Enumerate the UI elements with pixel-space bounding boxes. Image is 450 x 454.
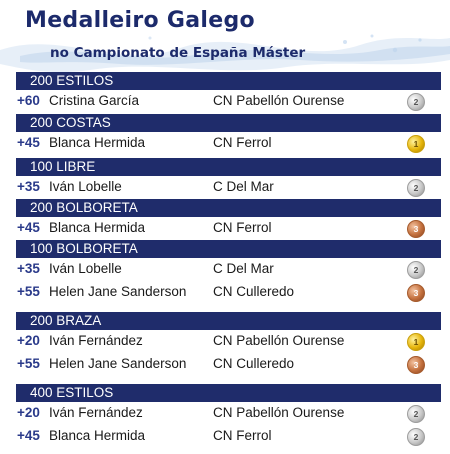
club-name: CN Ferrol <box>213 135 272 150</box>
result-row: +60 Cristina García CN Pabellón Ourense 2 <box>16 90 441 113</box>
result-row: +35 Iván Lobelle C Del Mar 2 <box>16 258 441 281</box>
swimmer-name: Iván Lobelle <box>49 261 122 276</box>
result-row: +55 Helen Jane Sanderson CN Culleredo 3 <box>16 353 441 376</box>
results-list: 200 ESTILOS +60 Cristina García CN Pabellón… <box>16 72 441 448</box>
event-header: 200 COSTAS <box>16 114 441 132</box>
event-section: 200 BRAZA +20 Iván Fernández CN Pabellón Ou… <box>16 312 441 376</box>
club-name: CN Pabellón Ourense <box>213 405 345 420</box>
event-section: 400 ESTILOS +20 Iván Fernández CN Pabellón … <box>16 384 441 448</box>
swimmer-name: Iván Fernández <box>49 333 143 348</box>
swimmer-name: Helen Jane Sanderson <box>49 284 187 299</box>
swimmer-name: Iván Fernández <box>49 405 143 420</box>
club-name: C Del Mar <box>213 261 274 276</box>
gold-medal-icon: 1 <box>407 135 425 153</box>
result-row: +45 Blanca Hermida CN Ferrol 2 <box>16 425 441 448</box>
event-section: 100 BOLBORETA +35 Iván Lobelle C Del Mar 2 +5… <box>16 240 441 304</box>
category-label: +45 <box>17 135 40 150</box>
club-name: CN Ferrol <box>213 428 272 443</box>
result-row: +20 Iván Fernández CN Pabellón Ourense 1 <box>16 330 441 353</box>
category-label: +55 <box>17 284 40 299</box>
page-subtitle: no Campionato de España Máster <box>50 45 306 61</box>
result-row: +55 Helen Jane Sanderson CN Culleredo 3 <box>16 281 441 304</box>
swimmer-name: Blanca Hermida <box>49 135 146 150</box>
bronze-medal-icon: 3 <box>407 356 425 374</box>
category-label: +20 <box>17 405 40 420</box>
page-title: Medalleiro Galego <box>25 8 255 33</box>
club-name: CN Culleredo <box>213 284 295 299</box>
silver-medal-icon: 2 <box>407 261 425 279</box>
result-row: +35 Iván Lobelle C Del Mar 2 <box>16 176 441 199</box>
result-row: +20 Iván Fernández CN Pabellón Ourense 2 <box>16 402 441 425</box>
silver-medal-icon: 2 <box>407 179 425 197</box>
event-header: 100 BOLBORETA <box>16 240 441 258</box>
swimmer-name: Blanca Hermida <box>49 220 146 235</box>
bronze-medal-icon: 3 <box>407 220 425 238</box>
silver-medal-icon: 2 <box>407 93 425 111</box>
silver-medal-icon: 2 <box>407 428 425 446</box>
event-header: 100 LIBRE <box>16 158 441 176</box>
club-name: C Del Mar <box>213 179 274 194</box>
swimmer-name: Blanca Hermida <box>49 428 146 443</box>
club-name: CN Culleredo <box>213 356 295 371</box>
event-section: 100 LIBRE +35 Iván Lobelle C Del Mar 2 <box>16 158 441 199</box>
category-label: +45 <box>17 220 40 235</box>
silver-medal-icon: 2 <box>407 405 425 423</box>
event-section: 200 BOLBORETA +45 Blanca Hermida CN Ferrol 3 <box>16 199 441 240</box>
swimmer-name: Helen Jane Sanderson <box>49 356 187 371</box>
club-name: CN Ferrol <box>213 220 272 235</box>
gold-medal-icon: 1 <box>407 333 425 351</box>
category-label: +55 <box>17 356 40 371</box>
result-row: +45 Blanca Hermida CN Ferrol 1 <box>16 132 441 155</box>
event-section: 200 COSTAS +45 Blanca Hermida CN Ferrol 1 <box>16 114 441 155</box>
category-label: +20 <box>17 333 40 348</box>
event-header: 400 ESTILOS <box>16 384 441 402</box>
water-splash-decoration <box>0 34 450 73</box>
club-name: CN Pabellón Ourense <box>213 93 345 108</box>
bronze-medal-icon: 3 <box>407 284 425 302</box>
swimmer-name: Iván Lobelle <box>49 179 122 194</box>
swimmer-name: Cristina García <box>49 93 140 108</box>
result-row: +45 Blanca Hermida CN Ferrol 3 <box>16 217 441 240</box>
category-label: +35 <box>17 179 40 194</box>
event-header: 200 ESTILOS <box>16 72 441 90</box>
event-header: 200 BRAZA <box>16 312 441 330</box>
event-header: 200 BOLBORETA <box>16 199 441 217</box>
event-section: 200 ESTILOS +60 Cristina García CN Pabellón… <box>16 72 441 113</box>
category-label: +35 <box>17 261 40 276</box>
category-label: +60 <box>17 93 40 108</box>
category-label: +45 <box>17 428 40 443</box>
club-name: CN Pabellón Ourense <box>213 333 345 348</box>
